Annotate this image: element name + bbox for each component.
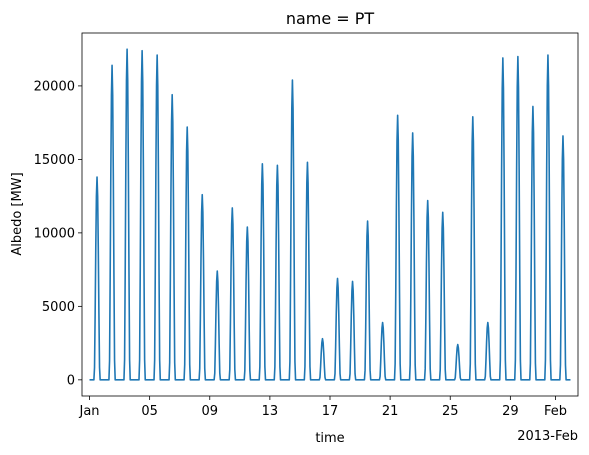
x-tick-label: 25 — [442, 404, 459, 419]
x-axis: Jan 05 09 13 17 21 25 29 Feb — [78, 396, 567, 419]
x-tick-label: 13 — [262, 404, 279, 419]
x-tick-label: 29 — [502, 404, 519, 419]
y-tick-label: 5000 — [42, 300, 75, 315]
y-axis-label: Albedo [MW] — [10, 172, 25, 255]
y-tick-label: 20000 — [34, 79, 75, 94]
series-line — [89, 48, 571, 381]
plot-frame — [81, 32, 579, 397]
x-tick-label: 17 — [322, 404, 339, 419]
x-tick-label: Jan — [78, 404, 99, 419]
chart-title: name = PT — [286, 9, 375, 28]
x-tick-label: 05 — [141, 404, 158, 419]
x-tick-label: 09 — [201, 404, 218, 419]
x-tick-label: Feb — [544, 404, 567, 419]
x-tick-label: 21 — [382, 404, 399, 419]
y-tick-label: 15000 — [34, 153, 75, 168]
x-offset-label: 2013-Feb — [517, 429, 578, 444]
plot-area — [82, 33, 578, 396]
x-axis-label: time — [315, 431, 344, 446]
y-tick-label: 10000 — [34, 226, 75, 241]
y-axis: 0 5000 10000 15000 20000 — [34, 79, 82, 388]
y-tick-label: 0 — [67, 373, 75, 388]
